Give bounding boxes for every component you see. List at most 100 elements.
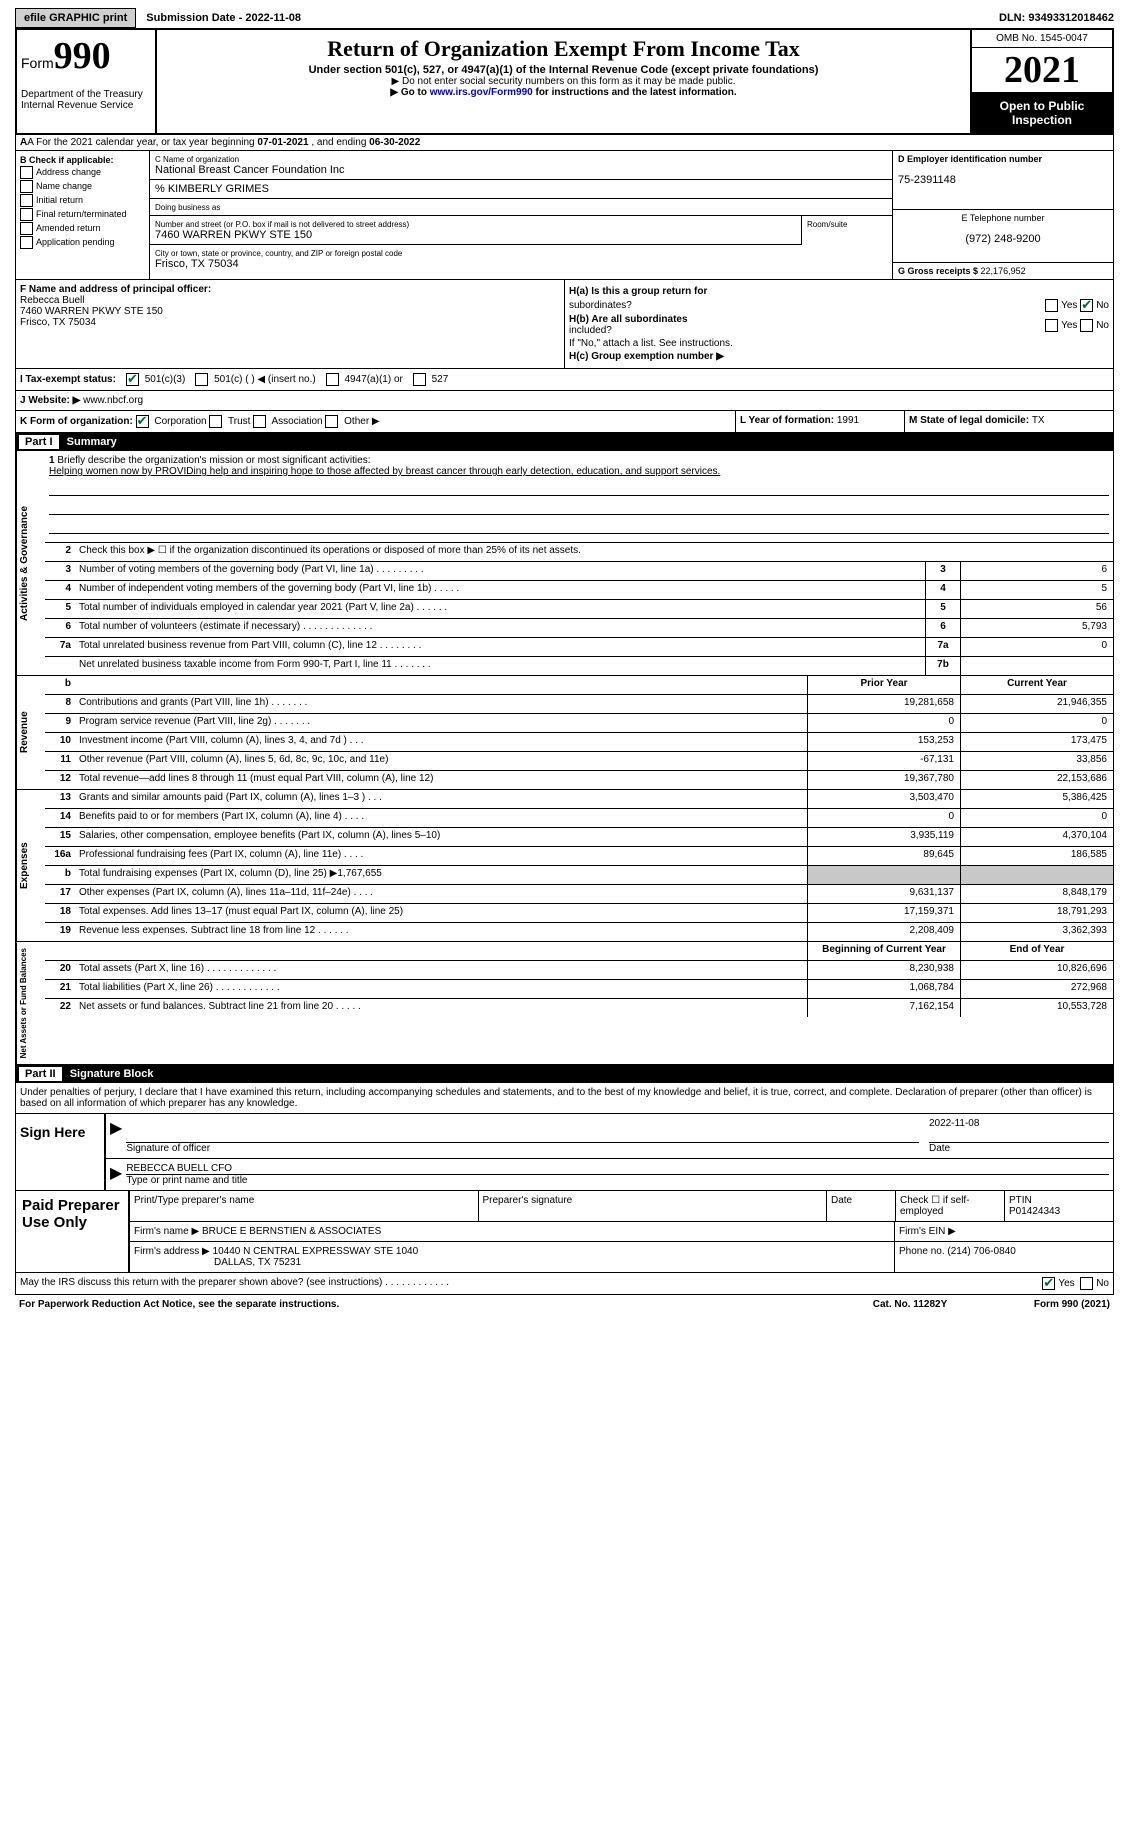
addr-label: Number and street (or P.O. box if mail i… bbox=[155, 220, 409, 229]
cb-app-pending[interactable]: Application pending bbox=[20, 236, 145, 249]
phone-value: (972) 248-9200 bbox=[965, 233, 1040, 245]
firm-name: BRUCE E BERNSTIEN & ASSOCIATES bbox=[202, 1226, 381, 1237]
prep-selfemp: Check ☐ if self-employed bbox=[896, 1191, 1005, 1221]
hb-yes[interactable] bbox=[1045, 319, 1058, 332]
officer-print-name: REBECCA BUELL CFO bbox=[126, 1163, 1109, 1175]
paid-preparer-label: Paid Preparer Use Only bbox=[16, 1191, 130, 1272]
part2-header: Part II Signature Block bbox=[15, 1065, 1114, 1083]
prep-date-label: Date bbox=[827, 1191, 896, 1221]
hb-no[interactable] bbox=[1080, 319, 1093, 332]
col-f-officer: F Name and address of principal officer:… bbox=[16, 280, 565, 368]
cb-address-change[interactable]: Address change bbox=[20, 166, 145, 179]
arrow-icon: ▶ bbox=[110, 1118, 122, 1154]
arrow-icon: ▶ bbox=[110, 1163, 122, 1186]
submission-date: Submission Date - 2022-11-08 bbox=[136, 9, 311, 27]
cb-4947[interactable] bbox=[326, 373, 339, 386]
cb-501c3[interactable] bbox=[126, 373, 139, 386]
sign-here-label: Sign Here bbox=[16, 1114, 106, 1190]
room-label: Room/suite bbox=[807, 220, 847, 229]
page-footer: For Paperwork Reduction Act Notice, see … bbox=[15, 1295, 1114, 1314]
state-domicile: TX bbox=[1032, 415, 1045, 426]
officer-city: Frisco, TX 75034 bbox=[20, 317, 96, 328]
website-value: www.nbcf.org bbox=[80, 395, 143, 406]
cb-assoc[interactable] bbox=[253, 415, 266, 428]
cb-corp[interactable] bbox=[136, 415, 149, 428]
firm-phone-label: Phone no. bbox=[899, 1246, 947, 1257]
beg-year-hdr: Beginning of Current Year bbox=[807, 942, 960, 960]
side-activities: Activities & Governance bbox=[16, 451, 45, 675]
ein-value: 75-2391148 bbox=[898, 174, 956, 186]
officer-name: Rebecca Buell bbox=[20, 295, 84, 306]
ein-label: D Employer identification number bbox=[898, 154, 1042, 164]
cb-501c[interactable] bbox=[195, 373, 208, 386]
cb-amended[interactable]: Amended return bbox=[20, 222, 145, 235]
cb-527[interactable] bbox=[413, 373, 426, 386]
sig-officer-label: Signature of officer bbox=[126, 1143, 210, 1154]
row-a-period: AA For the 2021 calendar year, or tax ye… bbox=[15, 135, 1114, 151]
tax-year: 2021 bbox=[972, 48, 1112, 93]
cb-trust[interactable] bbox=[209, 415, 222, 428]
city-label: City or town, state or province, country… bbox=[155, 249, 402, 258]
firm-address: 10440 N CENTRAL EXPRESSWAY STE 1040 bbox=[213, 1246, 419, 1257]
sig-date-label: Date bbox=[929, 1143, 950, 1154]
year-formation: 1991 bbox=[837, 415, 859, 426]
discuss-footer: May the IRS discuss this return with the… bbox=[15, 1273, 1114, 1295]
dept-treasury: Department of the Treasury bbox=[21, 89, 143, 100]
row-i-tax-status: I Tax-exempt status: 501(c)(3) 501(c) ( … bbox=[15, 369, 1114, 391]
efile-button[interactable]: efile GRAPHIC print bbox=[15, 8, 136, 28]
phone-label: E Telephone number bbox=[962, 213, 1045, 223]
form-subtitle: Under section 501(c), 527, or 4947(a)(1)… bbox=[161, 64, 966, 76]
perjury-declaration: Under penalties of perjury, I declare th… bbox=[16, 1083, 1113, 1114]
cb-name-change[interactable]: Name change bbox=[20, 180, 145, 193]
col-h-group: H(a) Is this a group return for subordin… bbox=[565, 280, 1113, 368]
firm-ein-label: Firm's EIN ▶ bbox=[895, 1222, 1113, 1241]
ptin-value: P01424343 bbox=[1009, 1206, 1060, 1217]
dln: DLN: 93493312018462 bbox=[999, 12, 1114, 24]
side-expenses: Expenses bbox=[16, 790, 45, 941]
officer-addr: 7460 WARREN PKWY STE 150 bbox=[20, 306, 163, 317]
care-of: % KIMBERLY GRIMES bbox=[155, 183, 269, 195]
form-title: Return of Organization Exempt From Incom… bbox=[161, 36, 966, 62]
public-inspection: Open to Public Inspection bbox=[972, 93, 1112, 133]
form-label: Form990 bbox=[21, 55, 111, 71]
irs-link[interactable]: www.irs.gov/Form990 bbox=[430, 87, 533, 98]
prep-sig-label: Preparer's signature bbox=[479, 1191, 828, 1221]
instructions-link: ▶ Go to www.irs.gov/Form990 for instruct… bbox=[161, 87, 966, 98]
sig-date: 2022-11-08 bbox=[929, 1118, 1109, 1143]
cb-final-return[interactable]: Final return/terminated bbox=[20, 208, 145, 221]
firm-phone: (214) 706-0840 bbox=[947, 1246, 1015, 1257]
form-header: Form990 Department of the Treasury Inter… bbox=[15, 30, 1114, 135]
discuss-no[interactable] bbox=[1080, 1277, 1093, 1290]
row-j-website: J Website: ▶ www.nbcf.org bbox=[15, 391, 1114, 411]
privacy-note: ▶ Do not enter social security numbers o… bbox=[161, 76, 966, 87]
print-name-label: Type or print name and title bbox=[126, 1175, 247, 1186]
col-b-checkboxes: B Check if applicable: Address change Na… bbox=[16, 151, 150, 279]
dba-label: Doing business as bbox=[155, 203, 220, 212]
prep-name-label: Print/Type preparer's name bbox=[130, 1191, 479, 1221]
discuss-yes[interactable] bbox=[1042, 1277, 1055, 1290]
mission-block: 1 Briefly describe the organization's mi… bbox=[45, 451, 1113, 543]
part1-header: Part I Summary bbox=[15, 433, 1114, 451]
org-name: National Breast Cancer Foundation Inc bbox=[155, 164, 345, 176]
city-state-zip: Frisco, TX 75034 bbox=[155, 258, 239, 270]
current-year-hdr: Current Year bbox=[960, 676, 1113, 694]
ptin-label: PTIN bbox=[1009, 1195, 1032, 1206]
side-revenue: Revenue bbox=[16, 676, 45, 789]
side-netassets: Net Assets or Fund Balances bbox=[16, 942, 45, 1064]
gross-receipts-label: G Gross receipts $ bbox=[898, 266, 981, 276]
irs-label: Internal Revenue Service bbox=[21, 100, 133, 111]
street-address: 7460 WARREN PKWY STE 150 bbox=[155, 229, 312, 241]
cb-initial-return[interactable]: Initial return bbox=[20, 194, 145, 207]
omb-number: OMB No. 1545-0047 bbox=[972, 30, 1112, 48]
ha-no[interactable] bbox=[1080, 299, 1093, 312]
line2-text: Check this box ▶ ☐ if the organization d… bbox=[75, 543, 1113, 561]
cb-other[interactable] bbox=[325, 415, 338, 428]
end-year-hdr: End of Year bbox=[960, 942, 1113, 960]
ha-yes[interactable] bbox=[1045, 299, 1058, 312]
mission-text: Helping women now by PROVIDing help and … bbox=[49, 466, 720, 477]
top-bar: efile GRAPHIC print Submission Date - 20… bbox=[15, 8, 1114, 30]
gross-receipts-value: 22,176,952 bbox=[981, 266, 1026, 276]
row-k-org-form: K Form of organization: Corporation Trus… bbox=[15, 411, 1114, 433]
prior-year-hdr: Prior Year bbox=[807, 676, 960, 694]
org-name-label: C Name of organization bbox=[155, 155, 239, 164]
